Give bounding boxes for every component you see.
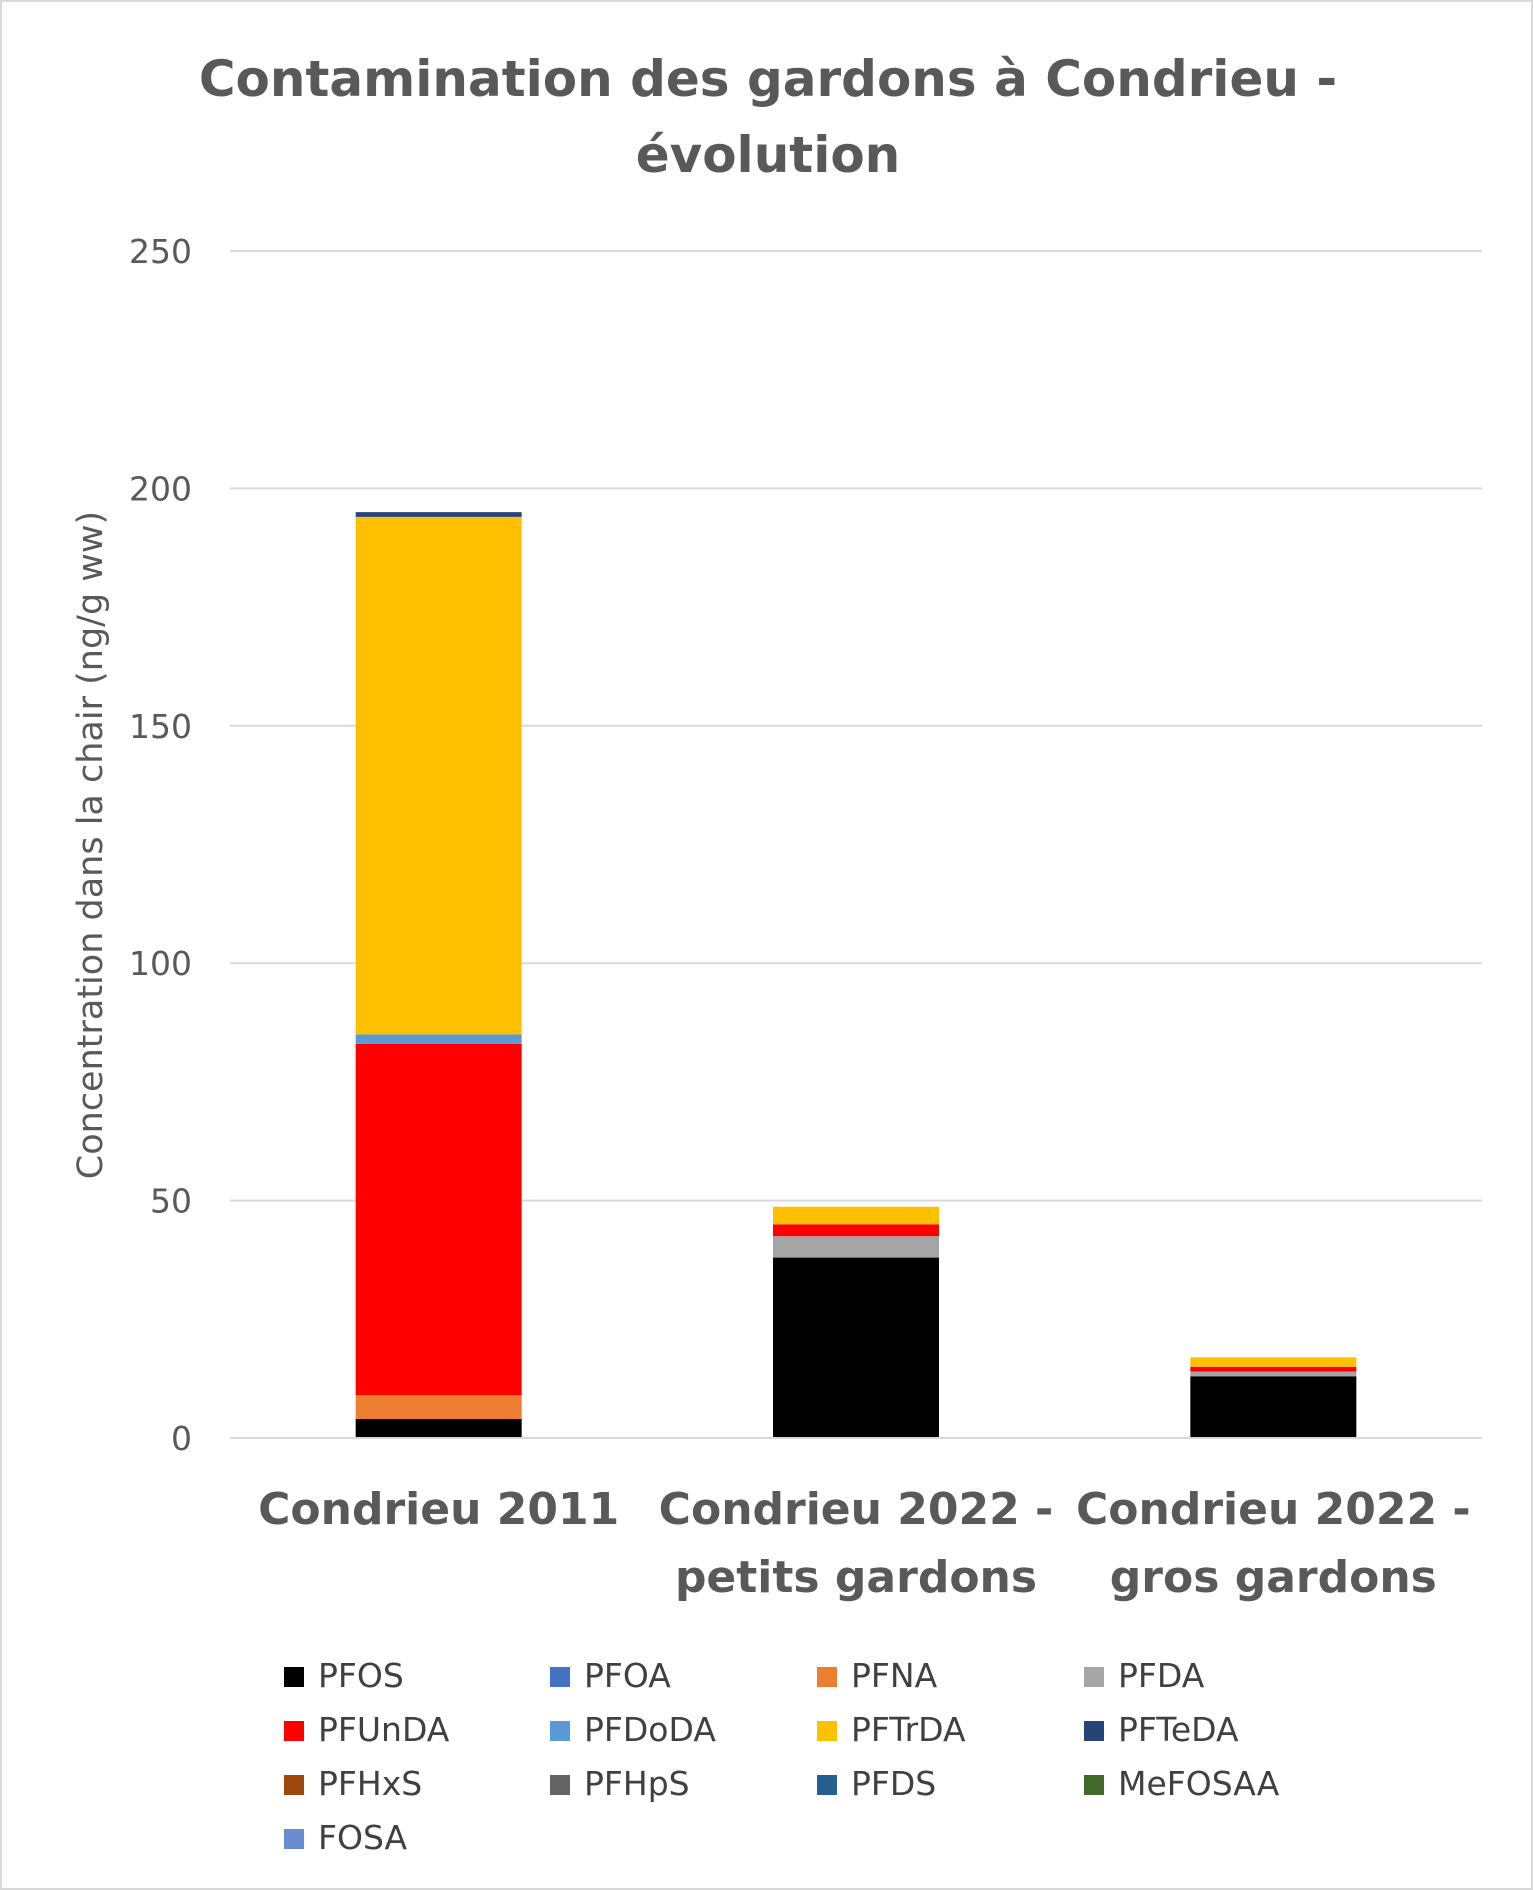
y-tick-label: 200 <box>129 469 192 508</box>
legend-item: MeFOSAA <box>1084 1764 1280 1803</box>
legend-item: PFDS <box>817 1764 936 1803</box>
legend-swatch <box>1084 1775 1104 1795</box>
bar-segment-pftrda <box>355 516 522 1035</box>
y-tick-label: 250 <box>129 232 192 271</box>
legend-item: PFUnDA <box>284 1710 450 1749</box>
bar-segment-pfos <box>1190 1376 1357 1438</box>
bar-segment-pftrda <box>773 1206 939 1225</box>
legend-label: PFOS <box>318 1656 404 1695</box>
legend-swatch <box>550 1667 570 1687</box>
legend-label: PFHpS <box>584 1764 690 1803</box>
y-axis-title: Concentration dans la chair (ng/g ww) <box>71 511 111 1179</box>
legend-swatch <box>284 1667 304 1687</box>
legend-label: PFDA <box>1118 1656 1205 1695</box>
legend-swatch <box>1084 1667 1104 1687</box>
legend-swatch <box>284 1829 304 1849</box>
legend-label: PFHxS <box>318 1764 422 1803</box>
legend-item: PFDoDA <box>550 1710 716 1749</box>
legend-item: PFHpS <box>550 1764 690 1803</box>
legend: PFOS PFOA PFNA PFDA PFUnDA PFDoDA PFTrDA PFTeDA… <box>284 1656 1280 1857</box>
y-tick-label: 100 <box>129 944 192 983</box>
legend-label: PFNA <box>851 1656 938 1695</box>
bar-segment-pfna <box>355 1395 522 1420</box>
bar-segment-pftrda <box>1190 1357 1357 1367</box>
bar-segment-pfteda <box>355 512 522 517</box>
legend-item: FOSA <box>284 1818 408 1857</box>
x-axis-categories: Condrieu 2011 Condrieu 2022 - petits gardo… <box>258 1484 1471 1603</box>
x-category-label: Condrieu 2011 <box>258 1484 619 1535</box>
bar-segment-pfunda <box>773 1224 939 1237</box>
legend-label: PFOA <box>584 1656 671 1695</box>
bar-segment-pfdoda <box>355 1034 522 1044</box>
bar-segment-pfunda <box>355 1043 522 1396</box>
legend-label: PFDS <box>851 1764 936 1803</box>
y-tick-label: 0 <box>171 1419 192 1458</box>
y-tick-label: 150 <box>129 707 192 746</box>
legend-item: PFDA <box>1084 1656 1205 1695</box>
legend-label: MeFOSAA <box>1118 1764 1280 1803</box>
y-tick-label: 50 <box>150 1182 192 1221</box>
legend-swatch <box>817 1667 837 1687</box>
legend-item: PFTrDA <box>817 1710 966 1749</box>
legend-label: PFTrDA <box>851 1710 966 1749</box>
chart-title-line: Contamination des gardons à Condrieu - <box>199 50 1337 108</box>
legend-item: PFNA <box>817 1656 938 1695</box>
bar-segment-pfos <box>773 1257 939 1438</box>
legend-label: PFTeDA <box>1118 1710 1239 1749</box>
legend-swatch <box>817 1775 837 1795</box>
x-category-label: Condrieu 2022 - <box>659 1484 1054 1535</box>
legend-item: PFHxS <box>284 1764 422 1803</box>
bar-segment-pfda <box>1190 1371 1357 1377</box>
legend-swatch <box>817 1721 837 1741</box>
legend-label: PFUnDA <box>318 1710 450 1749</box>
legend-label: FOSA <box>318 1818 408 1857</box>
legend-item: PFOS <box>284 1656 404 1695</box>
x-category-label: gros gardons <box>1110 1552 1437 1603</box>
bars <box>355 512 1357 1438</box>
legend-item: PFTeDA <box>1084 1710 1239 1749</box>
legend-label: PFDoDA <box>584 1710 716 1749</box>
legend-swatch <box>1084 1721 1104 1741</box>
legend-item: PFOA <box>550 1656 671 1695</box>
legend-swatch <box>284 1721 304 1741</box>
bar-segment-pfos <box>355 1419 522 1438</box>
y-axis-ticks: 0 50 100 150 200 250 <box>129 232 192 1458</box>
bar-segment-pfunda <box>1190 1366 1357 1372</box>
legend-swatch <box>550 1775 570 1795</box>
legend-swatch <box>284 1775 304 1795</box>
chart-title: Contamination des gardons à Condrieu - év… <box>199 50 1337 184</box>
bar-segment-pfda <box>773 1236 939 1258</box>
y-axis-label: Concentration dans la chair (ng/g ww) <box>71 511 111 1179</box>
x-category-label: petits gardons <box>675 1552 1037 1603</box>
x-category-label: Condrieu 2022 - <box>1076 1484 1471 1535</box>
chart-title-line: évolution <box>636 126 901 184</box>
legend-swatch <box>550 1721 570 1741</box>
